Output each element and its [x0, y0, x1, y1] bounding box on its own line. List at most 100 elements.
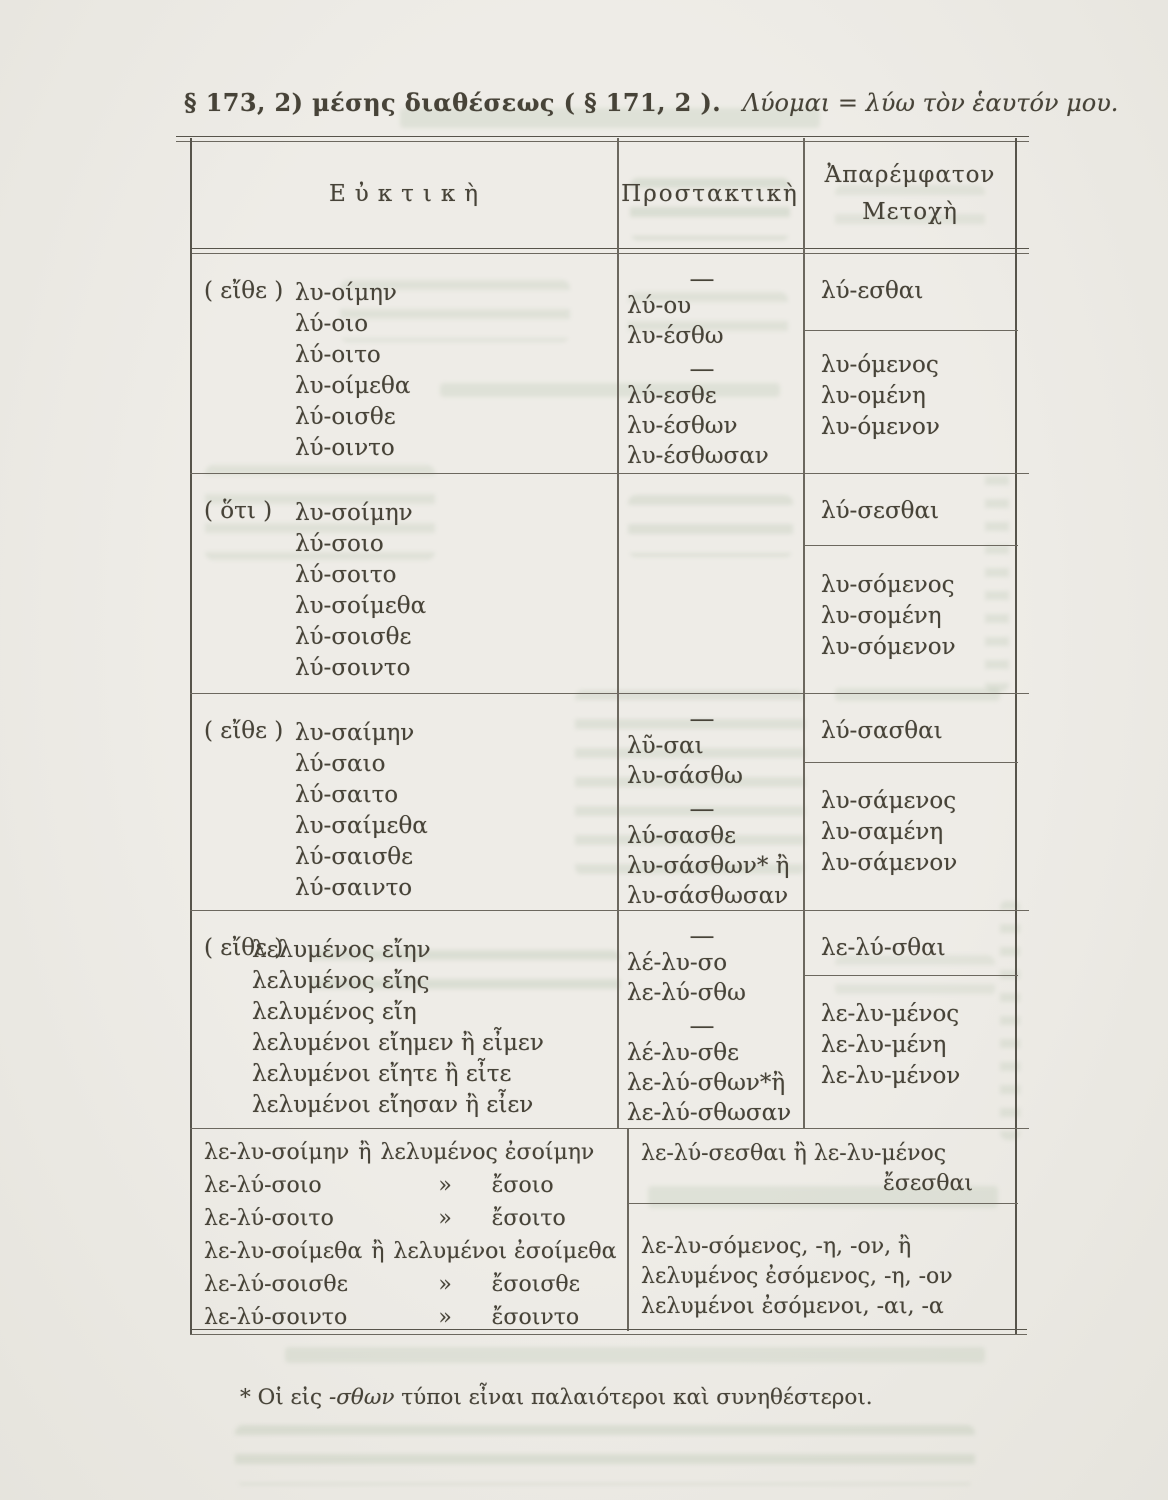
verb-form: λελυμένος ἐσόμενος, -η, -ον: [641, 1264, 953, 1289]
verb-form: λυ-όμενος: [821, 352, 939, 378]
verb-form: λυ-σάμενος: [821, 788, 957, 814]
imperative-cell-future-empty: [617, 473, 803, 693]
verb-form: λύ-οιτο: [295, 342, 381, 368]
verb-form-row: λε-λύ-σοιο » ἔσοιο: [204, 1169, 627, 1202]
verb-form: λύ-εσθε: [627, 383, 717, 409]
verb-form: λύ-σοιο: [295, 531, 384, 557]
verb-form: ἔσοιο: [491, 1173, 554, 1198]
future-perfect-infinitive-participle-cell: λε-λύ-σεσθαι ἢ λε-λυ-μένος ἔσεσθαι λε-λυ…: [627, 1128, 1018, 1334]
bleedthrough-artifact: [285, 1347, 985, 1363]
verb-form: ἔσεσθαι: [883, 1171, 973, 1196]
infinitive-participle-divider: [803, 545, 1018, 546]
verb-form: λε-λύ-σθωσαν: [627, 1100, 792, 1126]
optative-forms: λελυμένος εἴην λελυμένος εἴης λελυμένος …: [252, 935, 544, 1121]
bleedthrough-artifact: [628, 495, 793, 557]
heading-bold-text: § 173, 2) μέσης διαθέσεως ( § 171, 2 ).: [184, 88, 721, 117]
optative-particle: ( εἴθε ): [204, 718, 284, 744]
footnote-marker: *: [240, 1385, 251, 1410]
verb-form: λελυμένοι ἐσόμενοι, -αι, -α: [641, 1294, 944, 1319]
column-divider-1: [617, 138, 619, 1128]
verb-form: λε-λυ-σοίμεθα: [204, 1239, 363, 1264]
infinitive-participle-cell-present: λύ-εσθαι λυ-όμενος λυ-ομένη λυ-όμενον: [803, 253, 1018, 473]
bleedthrough-artifact: [575, 690, 805, 875]
heading-italic-text: Λύομαι = λύω τὸν ἑαυτόν μου.: [742, 89, 1119, 117]
verb-form: λε-λύ-σθων*ἢ: [627, 1070, 786, 1096]
header-label-imperative: Προστακτικὴ: [621, 181, 799, 207]
verb-form: λύ-σαιτο: [295, 782, 399, 808]
header-label-infinitive: Ἀπαρέμφατον: [824, 162, 996, 188]
optative-cell-aorist: ( εἴθε ) λυ-σαίμην λύ-σαιο λύ-σαιτο λυ-σ…: [190, 693, 617, 910]
verb-form: ἔσοισθε: [491, 1272, 580, 1297]
verb-form: λυ-σοίμεθα: [295, 593, 427, 619]
table-left-border: [190, 138, 192, 1334]
bleedthrough-artifact: [648, 1186, 998, 1208]
verb-form: λυ-σαμένη: [821, 819, 944, 845]
optative-cell-future: ( ὅτι ) λυ-σοίμην λύ-σοιο λύ-σοιτο λυ-σο…: [190, 473, 617, 693]
verb-form: λελυμένοι ἐσοίμεθα: [393, 1239, 617, 1264]
optative-forms: λυ-σοίμην λύ-σοιο λύ-σοιτο λυ-σοίμεθα λύ…: [295, 498, 426, 684]
verb-form-row: λε-λυ-σοίμην ἢ λελυμένος ἐσοίμην: [204, 1136, 627, 1169]
infinitive-participle-cell-perfect: λε-λύ-σθαι λε-λυ-μένος λε-λυ-μένη λε-λυ-…: [803, 910, 1018, 1128]
optative-forms: λυ-οίμην λύ-οιο λύ-οιτο λυ-οίμεθα λύ-οισ…: [295, 278, 410, 464]
imperative-cell-perfect: — λέ-λυ-σο λε-λύ-σθω — λέ-λυ-σθε λε-λύ-σ…: [617, 910, 803, 1128]
verb-form: λε-λύ-σεσθαι ἢ λε-λυ-μένος: [641, 1141, 947, 1166]
bleedthrough-artifact: [985, 462, 1009, 692]
participle-forms: λυ-όμενος λυ-ομένη λυ-όμενον: [821, 350, 940, 443]
participle-forms: λυ-σόμενος λυ-σομένη λυ-σόμενον: [821, 570, 956, 663]
verb-form: λύ-σοιτο: [295, 562, 397, 588]
verb-form: λε-λύ-σθαι: [821, 935, 946, 961]
column-header-infinitive-participle: Ἀπαρέμφατον Μετοχὴ: [803, 142, 1017, 246]
verb-form: ἔσοιντο: [491, 1305, 580, 1330]
footnote-text: τύποι εἶναι παλαιότεροι καὶ συνηθέστεροι…: [401, 1385, 873, 1410]
bleedthrough-artifact: [340, 280, 570, 342]
section-divider: [190, 473, 1029, 474]
infinitive-participle-cell-aorist: λύ-σασθαι λυ-σάμενος λυ-σαμένη λυ-σάμενο…: [803, 693, 1018, 910]
verb-form: λε-λυ-μένον: [821, 1063, 961, 1089]
ditto-mark: »: [438, 1173, 452, 1198]
verb-form: λῦ-σαι: [627, 733, 704, 759]
alternative-connector: ἢ: [371, 1239, 385, 1264]
imperative-cell-present: — λύ-ου λυ-έσθω — λύ-εσθε λυ-έσθων λυ-έσ…: [617, 253, 803, 473]
table-bottom-rule: [190, 1329, 1027, 1335]
verb-form: λυ-σάσθωσαν: [627, 883, 789, 909]
verb-form: λυ-σάμενον: [821, 850, 958, 876]
missing-form-dash: —: [689, 921, 715, 950]
verb-form: λύ-σοιντο: [295, 655, 411, 681]
verb-form: λελυμένος εἴη: [252, 999, 417, 1025]
verb-form: λύ-σασθε: [627, 823, 737, 849]
verb-form: λύ-σαισθε: [295, 844, 414, 870]
verb-form: λε-λυ-σόμενος, -η, -ον, ἢ: [641, 1234, 912, 1259]
verb-form: λε-λύ-σοιο: [204, 1173, 322, 1198]
column-header-optative: Εὐκτικὴ: [190, 142, 617, 246]
bleedthrough-artifact: [835, 955, 995, 997]
verb-form: λε-λύ-σοιντο: [204, 1305, 348, 1330]
missing-form-dash: —: [689, 264, 715, 293]
participle-forms: λε-λυ-σόμενος, -η, -ον, ἢ λελυμένος ἐσόμ…: [641, 1232, 953, 1322]
column-divider-future-perfect: [627, 1128, 629, 1331]
ditto-mark: »: [438, 1305, 452, 1330]
participle-forms: λε-λυ-μένος λε-λυ-μένη λε-λυ-μένον: [821, 999, 960, 1092]
missing-form-dash: —: [689, 794, 715, 823]
future-perfect-optative-cell: λε-λυ-σοίμην ἢ λελυμένος ἐσοίμην λε-λύ-σ…: [190, 1128, 627, 1334]
verb-form: λυ-σαίμεθα: [295, 813, 428, 839]
column-header-imperative: Προστακτικὴ: [617, 142, 803, 246]
verb-form: λυ-σοίμην: [295, 500, 413, 526]
verb-form: λυ-σαίμην: [295, 720, 415, 746]
verb-form-row: λε-λυ-σοίμεθα ἢ λελυμένοι ἐσοίμεθα: [204, 1235, 627, 1268]
column-divider-2: [803, 138, 805, 1128]
verb-form: λύ-σαιντο: [295, 875, 413, 901]
optative-forms: λυ-σαίμην λύ-σαιο λύ-σαιτο λυ-σαίμεθα λύ…: [295, 718, 428, 904]
verb-form: λε-λυ-μένη: [821, 1032, 947, 1058]
verb-form: λυ-σομένη: [821, 603, 942, 629]
verb-form: λε-λύ-σοισθε: [204, 1272, 349, 1297]
missing-form-dash: —: [689, 704, 715, 733]
verb-form: λυ-έσθωσαν: [627, 443, 769, 469]
footnote-text: Οἱ εἰς: [257, 1385, 323, 1410]
verb-form-row: λε-λύ-σοιντο » ἔσοιντο: [204, 1301, 627, 1334]
verb-form: λύ-οιο: [295, 311, 369, 337]
verb-form: λύ-εσθαι: [821, 278, 924, 304]
verb-form: λύ-σεσθαι: [821, 498, 940, 524]
section-heading: § 173, 2) μέσης διαθέσεως ( § 171, 2 ). …: [184, 88, 1118, 117]
table-top-rule: [176, 136, 1029, 142]
